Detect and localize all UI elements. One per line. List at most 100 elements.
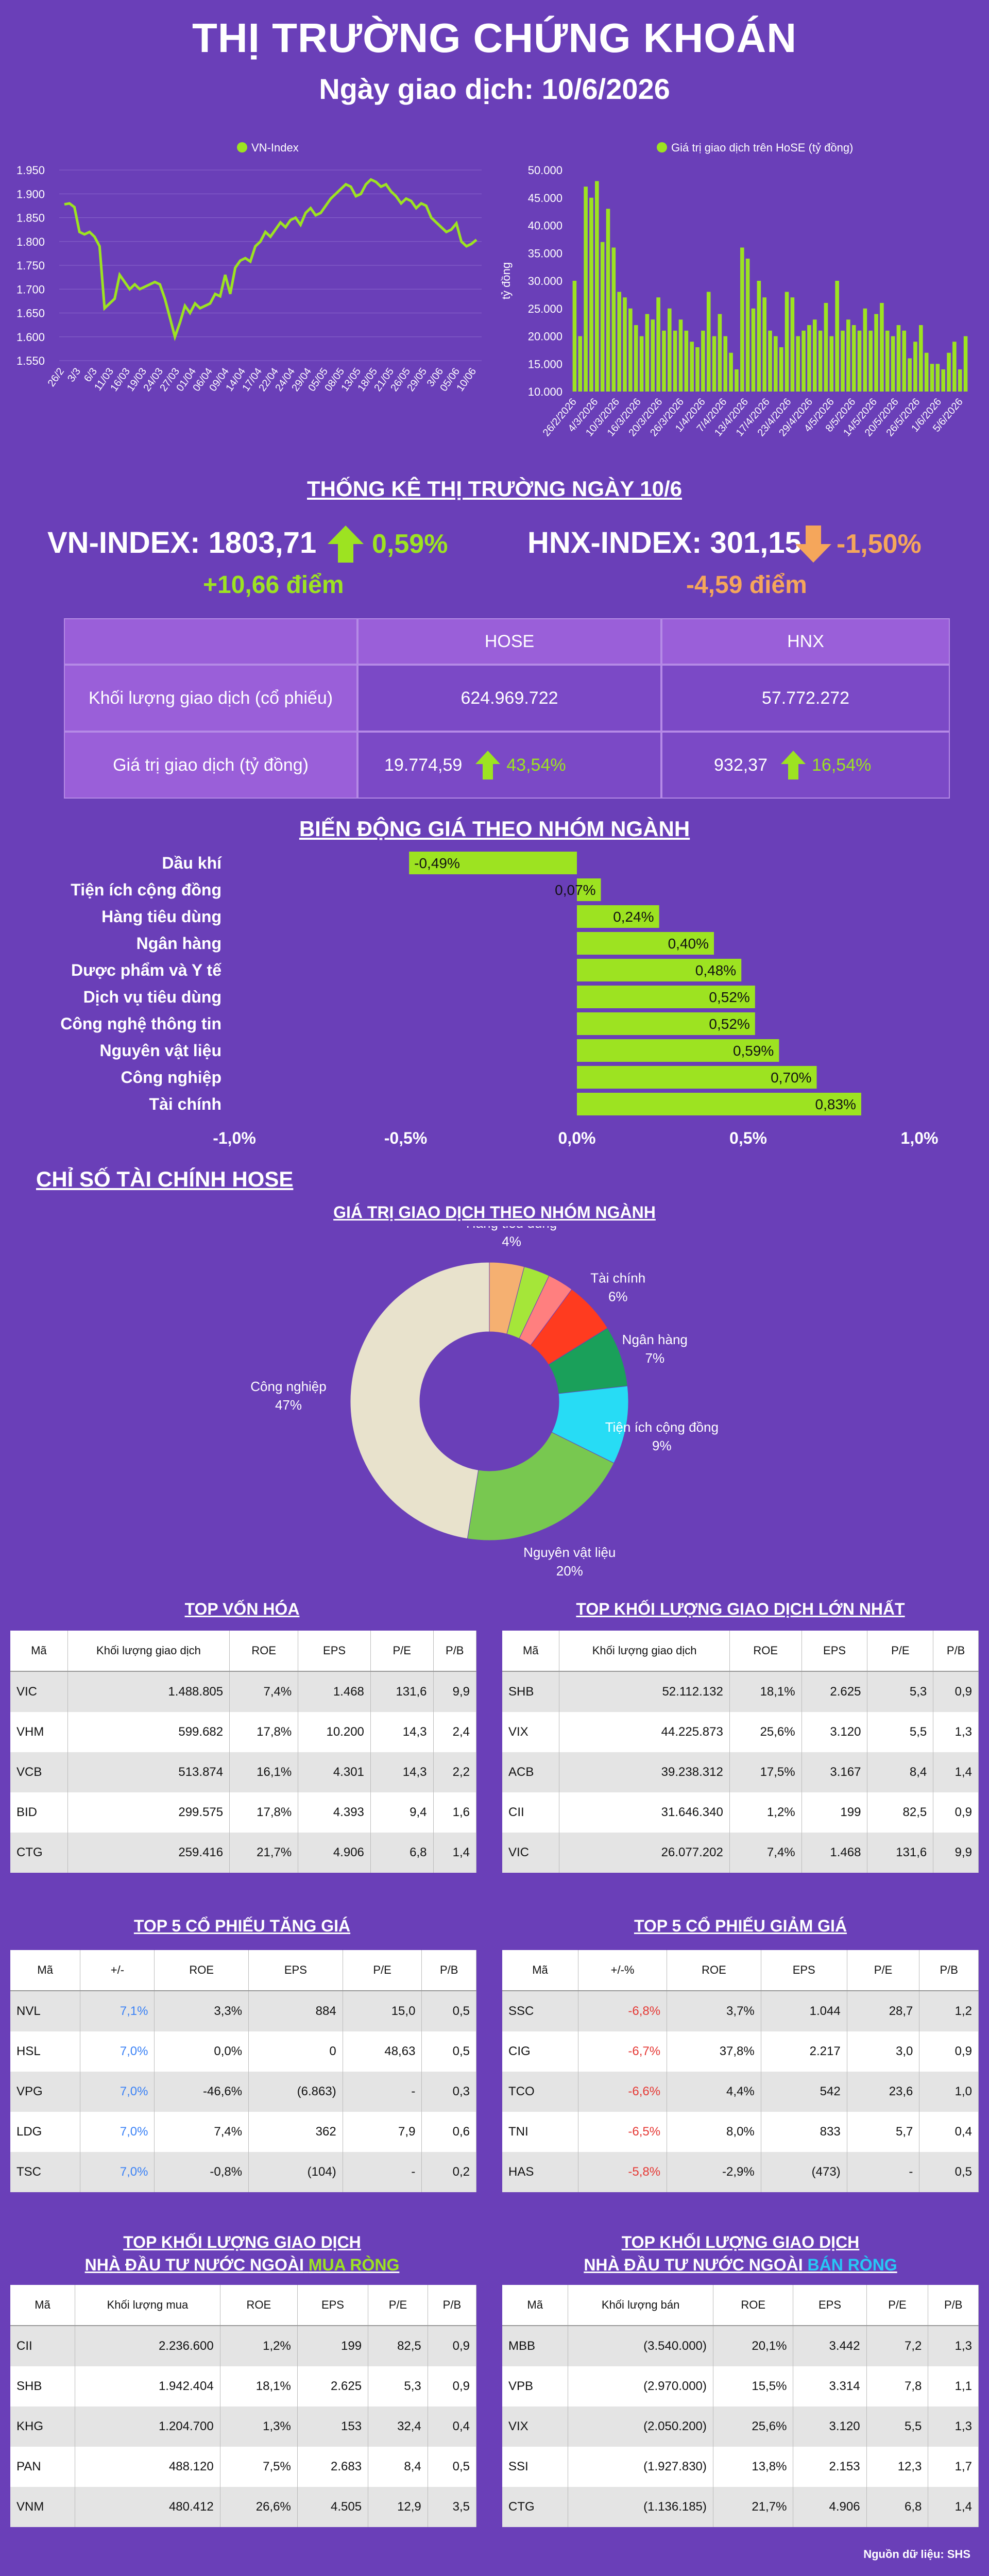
table-header: EPS bbox=[761, 1950, 847, 1991]
table-cell: 4.505 bbox=[297, 2487, 369, 2527]
table-cell: 0,5 bbox=[428, 2447, 477, 2487]
foreign-sell-highlight: BÁN RÒNG bbox=[807, 2256, 897, 2274]
table-cell: -6,5% bbox=[578, 2112, 668, 2152]
sector-value-label: 0,52% bbox=[709, 989, 749, 1005]
table-row: CIG -6,7% 37,8% 2.217 3,0 0,9 bbox=[502, 2031, 979, 2072]
table-cell: 0,3 bbox=[421, 2072, 476, 2112]
table-header: Khối lượng bán bbox=[568, 2285, 713, 2326]
row-volume-label: Khối lượng giao dịch (cổ phiếu) bbox=[64, 665, 357, 732]
bar bbox=[790, 297, 795, 392]
table-cell: 3.120 bbox=[793, 2406, 867, 2447]
table-cell: 3,3% bbox=[154, 1991, 249, 2031]
table-cell: 1,4 bbox=[928, 2487, 979, 2527]
table-cell: 8,4 bbox=[368, 2447, 428, 2487]
table-cell: TSC bbox=[10, 2152, 81, 2192]
table-row: HSL 7,0% 0,0% 0 48,63 0,5 bbox=[10, 2031, 476, 2072]
table-cell: 0,5 bbox=[421, 1991, 476, 2031]
table-row: LDG 7,0% 7,4% 362 7,9 0,6 bbox=[10, 2112, 476, 2152]
table-header: ROE bbox=[667, 1950, 761, 1991]
table-cell: 15,5% bbox=[713, 2366, 794, 2406]
x-tick-label: 0,5% bbox=[729, 1129, 767, 1147]
sector-value-label: 0,40% bbox=[668, 936, 709, 952]
sector-value-label: 0,24% bbox=[613, 909, 654, 925]
table-cell: 23,6 bbox=[847, 2072, 920, 2112]
table-cell: 5,5 bbox=[866, 2406, 929, 2447]
table-cell: -2,9% bbox=[667, 2152, 761, 2192]
bar bbox=[623, 297, 627, 392]
table-cell: 17,8% bbox=[229, 1792, 299, 1833]
table-cell: 2,4 bbox=[433, 1712, 476, 1752]
table-cell: 52.112.132 bbox=[559, 1671, 730, 1712]
bar bbox=[913, 342, 917, 392]
table-cell: 2.217 bbox=[761, 2031, 847, 2072]
table-header: Mã bbox=[502, 1950, 579, 1991]
bar bbox=[740, 247, 744, 392]
sector-value-label: 0,59% bbox=[733, 1043, 774, 1059]
table-cell: 0,5 bbox=[421, 2031, 476, 2072]
table-header: P/B bbox=[433, 1631, 476, 1672]
bar bbox=[695, 347, 700, 392]
table-cell: 28,7 bbox=[847, 1991, 920, 2031]
table-cell: 1,2% bbox=[729, 1792, 802, 1833]
bar bbox=[735, 369, 739, 392]
table-cell: 18,1% bbox=[220, 2366, 298, 2406]
bar bbox=[656, 297, 660, 392]
table-cell: 1.468 bbox=[802, 1833, 868, 1873]
table-header: Khối lượng giao dịch bbox=[559, 1631, 730, 1672]
sector-bar bbox=[577, 1066, 817, 1089]
table-cell: 9,9 bbox=[933, 1833, 979, 1873]
table-row: CII 2.236.600 1,2% 199 82,5 0,9 bbox=[10, 2326, 477, 2366]
table-row: SHB 52.112.132 18,1% 2.625 5,3 0,9 bbox=[502, 1671, 979, 1712]
table-cell: 480.412 bbox=[75, 2487, 220, 2527]
table-cell: 884 bbox=[248, 1991, 343, 2031]
foreign-sell-title: TOP KHỐI LƯỢNG GIAO DỊCH NHÀ ĐẦU TƯ NƯỚC… bbox=[584, 2233, 897, 2274]
table-cell: 82,5 bbox=[368, 2326, 428, 2366]
bar bbox=[796, 336, 800, 392]
table-cell: 5,5 bbox=[867, 1712, 934, 1752]
table-cell: 4,4% bbox=[667, 2072, 761, 2112]
top-gain-title: TOP 5 CỔ PHIẾU TĂNG GIÁ bbox=[133, 1917, 351, 1935]
x-tick-label: -0,5% bbox=[384, 1129, 428, 1147]
table-cell: 2.625 bbox=[297, 2366, 369, 2406]
hose-value-pct: 43,54% bbox=[506, 755, 566, 775]
table-cell: SSC bbox=[502, 1991, 579, 2031]
table-row: BID 299.575 17,8% 4.393 9,4 1,6 bbox=[10, 1792, 476, 1833]
hose-value: 19.774,59 bbox=[384, 755, 463, 775]
x-tick-label: 1,0% bbox=[901, 1129, 939, 1147]
bar bbox=[846, 319, 850, 392]
table-cell: 199 bbox=[802, 1792, 868, 1833]
table-cell: 0 bbox=[248, 2031, 343, 2072]
hnx-index-value: HNX-INDEX: 301,15 bbox=[527, 526, 802, 560]
bar bbox=[812, 319, 817, 392]
foreign-sell-table: Mã Khối lượng bán ROE EPS P/E P/B MBB (3.540.00… bbox=[502, 2285, 979, 2527]
y-tick-label: 25.000 bbox=[528, 302, 562, 315]
bar bbox=[947, 352, 951, 392]
table-cell: 3,7% bbox=[667, 1991, 761, 2031]
table-cell: -6,8% bbox=[578, 1991, 668, 2031]
table-cell: 1,0 bbox=[919, 2072, 979, 2112]
table-cell: 3.314 bbox=[793, 2366, 867, 2406]
sector-bar bbox=[409, 852, 577, 874]
table-cell: 1,7 bbox=[928, 2447, 979, 2487]
bar bbox=[600, 242, 605, 392]
table-cell: 6,8 bbox=[866, 2487, 929, 2527]
bar bbox=[723, 336, 728, 392]
bar bbox=[963, 336, 968, 392]
table-cell: 1,6 bbox=[433, 1792, 476, 1833]
table-cell: 0,4 bbox=[428, 2406, 477, 2447]
hnx-value: 932,37 bbox=[714, 755, 768, 775]
table-cell: 4.906 bbox=[298, 1833, 371, 1873]
pie-slice bbox=[467, 1432, 615, 1541]
table-cell: 1,2 bbox=[919, 1991, 979, 2031]
bar bbox=[745, 259, 750, 392]
table-cell: 2.683 bbox=[297, 2447, 369, 2487]
table-cell: VIC bbox=[10, 1671, 68, 1712]
table-cell: 12,9 bbox=[368, 2487, 428, 2527]
table-cell: 1,3 bbox=[928, 2326, 979, 2366]
table-cell: 8,4 bbox=[867, 1752, 934, 1792]
sector-change-bar-chart: Dầu khí -0,49% Tiện ích cộng đồng 0,07% Hàng… bbox=[60, 852, 939, 1147]
top-volume-title: TOP KHỐI LƯỢNG GIAO DỊCH LỚN NHẤT bbox=[576, 1600, 905, 1618]
top-volume-table: Mã Khối lượng giao dịch ROE EPS P/E P/B SHB 52.… bbox=[502, 1631, 979, 1873]
table-header: EPS bbox=[248, 1950, 343, 1991]
table-cell: 9,9 bbox=[433, 1671, 476, 1712]
